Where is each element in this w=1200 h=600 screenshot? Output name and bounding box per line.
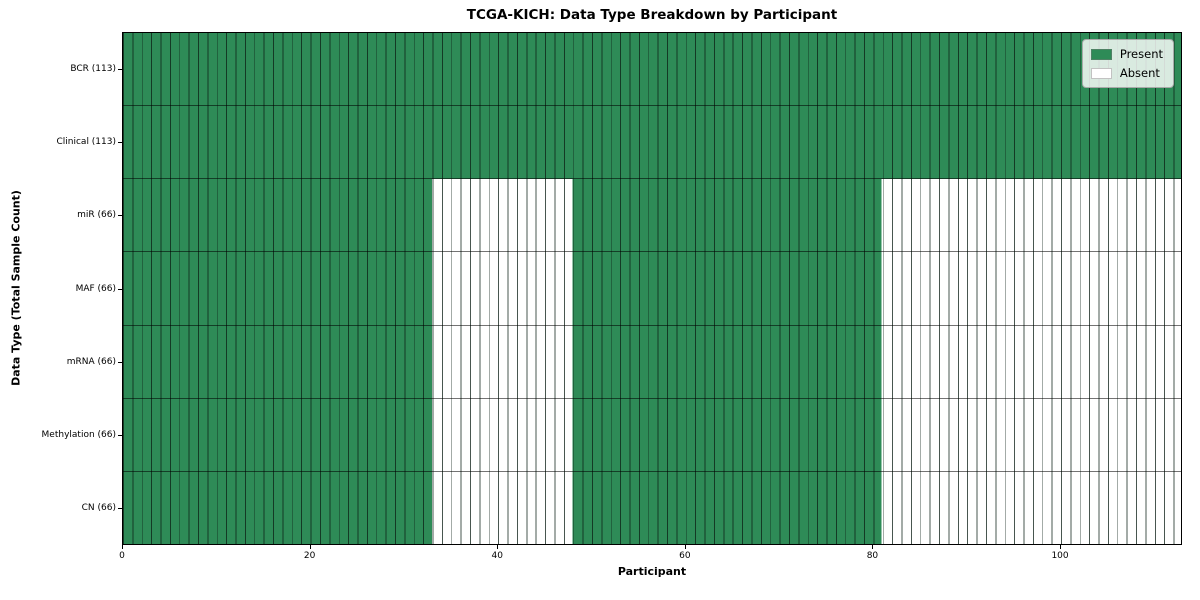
- heatmap-row: [123, 252, 1181, 326]
- legend-item-absent: Absent: [1090, 66, 1163, 80]
- x-tick-label: 60: [679, 551, 691, 561]
- x-tick-mark: [497, 545, 499, 549]
- heatmap-row: [123, 179, 1181, 253]
- heatmap-row: [123, 325, 1181, 399]
- x-tick-mark: [122, 545, 123, 549]
- y-tick-mark: [118, 361, 122, 363]
- x-tick-label: 80: [866, 551, 879, 561]
- y-tick-label: miR (66): [77, 210, 116, 221]
- x-tick-label: 40: [491, 551, 503, 561]
- heatmap-row: [123, 106, 1181, 180]
- heatmap-rows: [123, 33, 1181, 544]
- y-tick-label: Clinical (113): [56, 136, 116, 147]
- plot-area: Present Absent: [122, 32, 1182, 545]
- y-tick-mark: [118, 288, 122, 290]
- heatmap-row: [123, 398, 1181, 472]
- heatmap-row: [123, 33, 1181, 107]
- x-tick-mark: [684, 545, 686, 549]
- chart-title: TCGA-KICH: Data Type Breakdown by Partic…: [466, 7, 838, 23]
- y-tick-label: BCR (113): [70, 63, 116, 74]
- y-tick-mark: [118, 68, 122, 70]
- y-tick-mark: [118, 215, 122, 217]
- present-swatch-icon: [1090, 48, 1112, 60]
- y-tick-label: CN (66): [81, 503, 116, 514]
- legend: Present Absent: [1081, 39, 1174, 88]
- y-tick-mark: [118, 141, 122, 143]
- x-tick-label: 0: [119, 551, 125, 561]
- legend-label-present: Present: [1119, 47, 1163, 61]
- y-tick-label: MAF (66): [75, 283, 116, 294]
- x-tick-label: 100: [1051, 551, 1069, 561]
- x-tick-mark: [1060, 545, 1062, 549]
- y-tick-label: mRNA (66): [66, 356, 116, 367]
- heatmap-row: [123, 471, 1181, 544]
- y-tick-mark: [118, 508, 122, 510]
- x-tick-mark: [309, 545, 311, 549]
- x-tick-mark: [872, 545, 874, 549]
- x-axis-label: Participant: [617, 565, 687, 578]
- absent-swatch-icon: [1090, 67, 1112, 79]
- y-tick-label: Methylation (66): [41, 430, 116, 441]
- x-tick-label: 20: [303, 551, 316, 561]
- y-tick-mark: [118, 435, 122, 437]
- legend-label-absent: Absent: [1119, 66, 1160, 80]
- legend-item-present: Present: [1090, 47, 1163, 61]
